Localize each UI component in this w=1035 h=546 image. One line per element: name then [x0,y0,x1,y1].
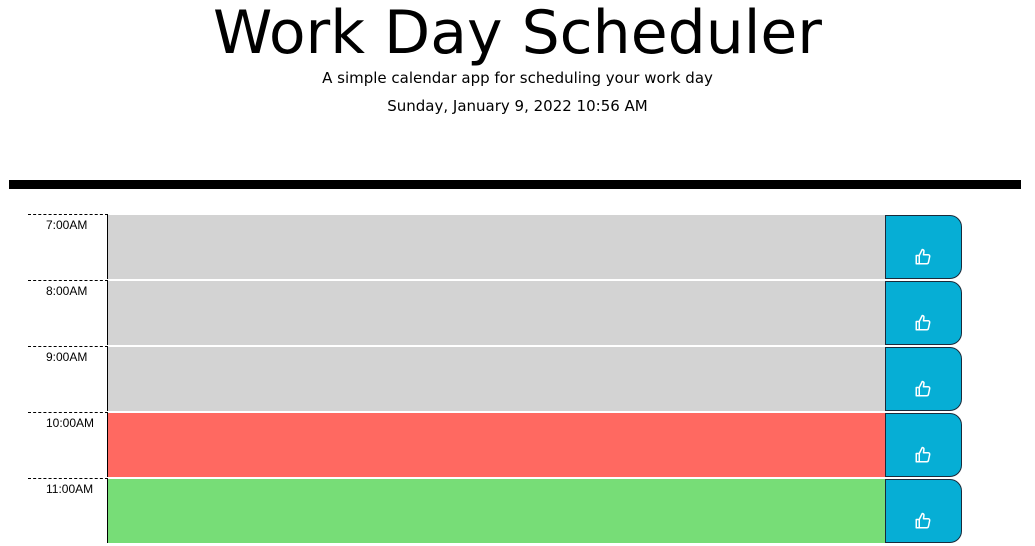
save-button[interactable] [885,479,962,543]
header-divider [9,180,1021,189]
hour-label: 8:00AM [28,280,108,345]
save-button[interactable] [885,281,962,345]
time-block-row: 11:00AM [28,478,964,544]
hour-label: 10:00AM [28,412,108,477]
thumbs-up-icon [915,446,931,463]
hour-label: 11:00AM [28,478,108,543]
event-description-input[interactable] [108,478,885,543]
page-title: Work Day Scheduler [213,0,822,68]
hour-label: 9:00AM [28,346,108,411]
page-subtitle: A simple calendar app for scheduling you… [322,69,713,87]
thumbs-up-icon [915,248,931,265]
time-block-row: 10:00AM [28,412,964,478]
event-description-input[interactable] [108,346,885,411]
save-button[interactable] [885,215,962,279]
thumbs-up-icon [915,314,931,331]
current-datetime: Sunday, January 9, 2022 10:56 AM [387,97,648,115]
event-description-input[interactable] [108,214,885,279]
event-description-input[interactable] [108,412,885,477]
save-button[interactable] [885,347,962,411]
header: Work Day Scheduler A simple calendar app… [0,0,1035,180]
event-description-input[interactable] [108,280,885,345]
time-block-list: 7:00AM 8:00AM 9:00AM [28,214,964,544]
thumbs-up-icon [915,380,931,397]
thumbs-up-icon [915,512,931,529]
time-block-row: 7:00AM [28,214,964,280]
time-block-row: 8:00AM [28,280,964,346]
save-button[interactable] [885,413,962,477]
hour-label: 7:00AM [28,214,108,279]
time-block-row: 9:00AM [28,346,964,412]
